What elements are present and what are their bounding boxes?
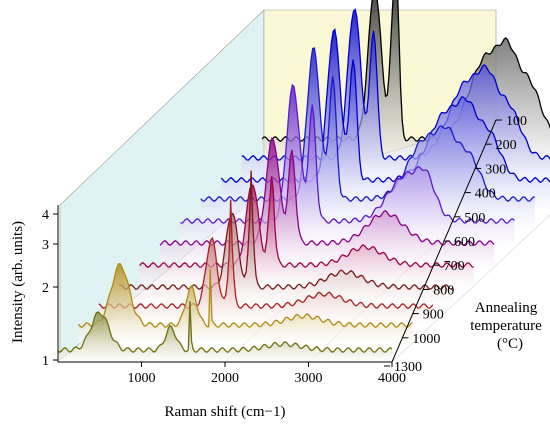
x-ticks: 1000 2000 3000 4000 (128, 362, 406, 386)
z-tick-label: 1300 (394, 360, 422, 375)
series-line-500 (180, 83, 515, 224)
series-fill-1300 (58, 301, 392, 362)
x-axis-title: Raman shift (cm−1) (165, 404, 286, 420)
z-tick-label: 900 (423, 308, 444, 323)
x-tick-label: 3000 (295, 371, 323, 386)
y-tick-label: 3 (42, 238, 49, 253)
y-tick-label: 1 (42, 354, 49, 369)
series-fill-500 (180, 85, 515, 248)
series-line-700 (139, 176, 474, 268)
series-line-1000 (77, 263, 413, 328)
z-tick-label: 400 (475, 187, 496, 202)
series-fill-1000 (78, 263, 413, 343)
z-axis-title-line-2: temperature (470, 318, 542, 334)
x-tick-label: 2000 (211, 371, 239, 386)
y-axis-title: Intensity (arb. units) (10, 221, 26, 343)
series-fill-400 (200, 48, 535, 229)
z-tick-label: 700 (444, 259, 465, 274)
x-tick-label: 4000 (378, 371, 406, 386)
series-line-600 (159, 136, 495, 246)
series-layer (57, 0, 550, 362)
z-tick-label: 1000 (412, 332, 440, 347)
y-tick-label: 4 (42, 208, 49, 223)
series-line-1300 (57, 301, 393, 353)
z-tick-label: 100 (506, 114, 527, 129)
z-tick-label: 800 (433, 283, 454, 298)
series-fill-800 (119, 170, 454, 305)
series-fill-600 (160, 138, 494, 267)
x-tick-label: 1000 (128, 371, 156, 386)
series-line-900 (98, 199, 434, 309)
y-tick-label: 2 (42, 281, 49, 296)
series-fill-700 (139, 176, 474, 286)
z-axis-title-line-1: Annealing (475, 300, 538, 316)
y-ticks: 1 2 3 4 (42, 208, 58, 369)
z-tick-label: 300 (485, 162, 506, 177)
z-ticks: 100 200 300 400 500 600 700 800 900 1000 1300 (384, 114, 527, 375)
z-tick-label: 600 (454, 235, 475, 250)
z-axis-title-line-3: (°C) (497, 336, 523, 352)
series-line-800 (118, 170, 454, 290)
z-tick-label: 200 (496, 138, 517, 153)
z-tick-label: 500 (464, 211, 485, 226)
